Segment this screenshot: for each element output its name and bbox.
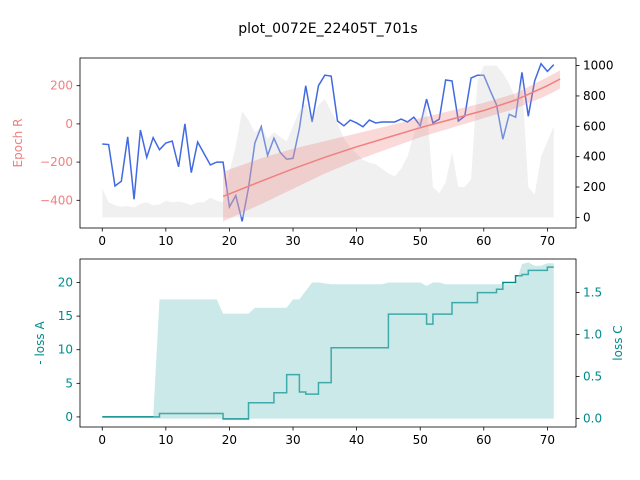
y-tick-label: 0 [65, 117, 73, 131]
y-tick-label: 15 [58, 309, 73, 323]
x-tick-label: 0 [98, 433, 106, 447]
bottom-panel: 0 10 20 30 40 50 60 70 0 5 10 15 20 0.0 0.5 1.0 1.5 - los… [33, 258, 625, 447]
x-tick-label: 40 [349, 433, 364, 447]
x-tick-label: 70 [540, 234, 555, 248]
y-right-tick-label: 1.5 [583, 286, 602, 300]
x-tick-label: 0 [98, 234, 106, 248]
y-right-tick-label: 400 [583, 150, 606, 164]
y-right-tick-label: 0.5 [583, 370, 602, 384]
loss-a-line [102, 266, 554, 420]
x-tick-label: 60 [476, 234, 491, 248]
y-tick-label: 200 [50, 79, 73, 93]
y-right-tick-label: 1000 [583, 59, 614, 73]
y-right-tick-label: 800 [583, 89, 606, 103]
x-tick-label: 30 [285, 433, 300, 447]
trend-confidence-band [223, 70, 561, 222]
plot-frame [79, 57, 577, 229]
x-tick-label: 10 [158, 433, 173, 447]
x-tick-label: 20 [222, 433, 237, 447]
y-right-tick-label: 1.0 [583, 328, 602, 342]
x-tick-label: 50 [413, 433, 428, 447]
blue-line-series [102, 62, 555, 222]
trend-line [222, 78, 561, 198]
y-axis-label: - loss A [33, 321, 47, 365]
x-tick-label: 40 [349, 234, 364, 248]
x-tick-label: 30 [285, 234, 300, 248]
x-tick-label: 20 [222, 234, 237, 248]
y-right-tick-label: 0.0 [583, 412, 602, 426]
y-tick-label: 5 [65, 376, 73, 390]
y-tick-label: −200 [40, 155, 73, 169]
y-tick-label: 20 [58, 276, 73, 290]
y-right-tick-label: 600 [583, 119, 606, 133]
x-tick-label: 60 [476, 433, 491, 447]
x-tick-label: 50 [413, 234, 428, 248]
y-right-axis-label: loss C [611, 325, 625, 360]
y-axis-label: Epoch R [11, 119, 25, 168]
chart-title: plot_0072E_22405T_701s [238, 21, 417, 37]
x-tick-label: 70 [540, 433, 555, 447]
y-tick-label: 0 [65, 410, 73, 424]
x-tick-label: 10 [158, 234, 173, 248]
plot-frame [79, 258, 577, 428]
y-tick-label: −400 [40, 193, 73, 207]
y-right-tick-label: 0 [583, 210, 591, 224]
gray-area-series [102, 65, 554, 218]
loss-c-area [102, 262, 554, 419]
y-right-tick-label: 200 [583, 180, 606, 194]
top-panel: 0 10 20 30 40 50 60 70 −400 −200 0 200 0 200 400 600 800… [11, 57, 614, 248]
y-tick-label: 10 [58, 343, 73, 357]
